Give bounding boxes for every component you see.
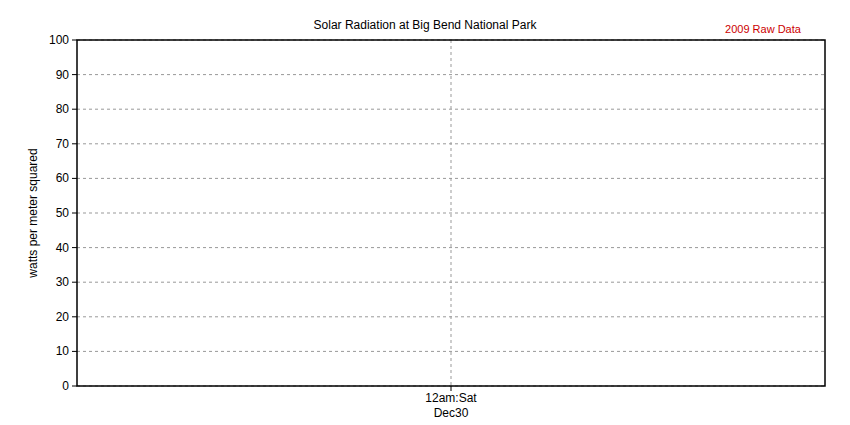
y-tick-label: 20 — [56, 310, 70, 324]
annotation: 2009 Raw Data — [725, 23, 802, 35]
x-tick-label-line: Dec30 — [434, 406, 469, 420]
y-tick — [72, 386, 77, 387]
y-grid-line — [77, 247, 825, 248]
y-tick-label: 0 — [62, 379, 69, 393]
y-axis-label: watts per meter squared — [26, 148, 40, 278]
y-tick-label: 30 — [56, 275, 70, 289]
chart-title: Solar Radiation at Big Bend National Par… — [314, 18, 538, 32]
y-tick-label: 100 — [49, 33, 69, 47]
y-tick — [72, 74, 77, 75]
y-tick — [72, 247, 77, 248]
y-tick-label: 50 — [56, 206, 70, 220]
y-tick — [72, 109, 77, 110]
y-tick — [72, 40, 77, 41]
chart-container: 0 10 20 30 40 50 60 70 80 90 100 12am:SatDec30 Solar… — [0, 0, 850, 425]
y-grid-line — [77, 213, 825, 214]
y-tick-label: 40 — [56, 241, 70, 255]
y-tick-label: 90 — [56, 68, 70, 82]
y-tick-label: 70 — [56, 137, 70, 151]
y-tick — [72, 178, 77, 179]
x-tick-label: 12am:SatDec30 — [425, 391, 477, 420]
y-tick — [72, 316, 77, 317]
y-grid-line — [77, 74, 825, 75]
y-tick — [72, 143, 77, 144]
y-grid-line — [77, 351, 825, 352]
y-tick-label: 60 — [56, 171, 70, 185]
chart-svg: 0 10 20 30 40 50 60 70 80 90 100 12am:SatDec30 Solar… — [0, 0, 850, 425]
y-tick — [72, 351, 77, 352]
x-grid-line — [451, 40, 452, 386]
y-tick-label: 80 — [56, 102, 70, 116]
y-tick — [72, 213, 77, 214]
plot-frame — [77, 40, 825, 386]
x-tick-label-line: 12am:Sat — [425, 391, 477, 405]
y-tick-label: 10 — [56, 344, 70, 358]
y-tick — [72, 282, 77, 283]
